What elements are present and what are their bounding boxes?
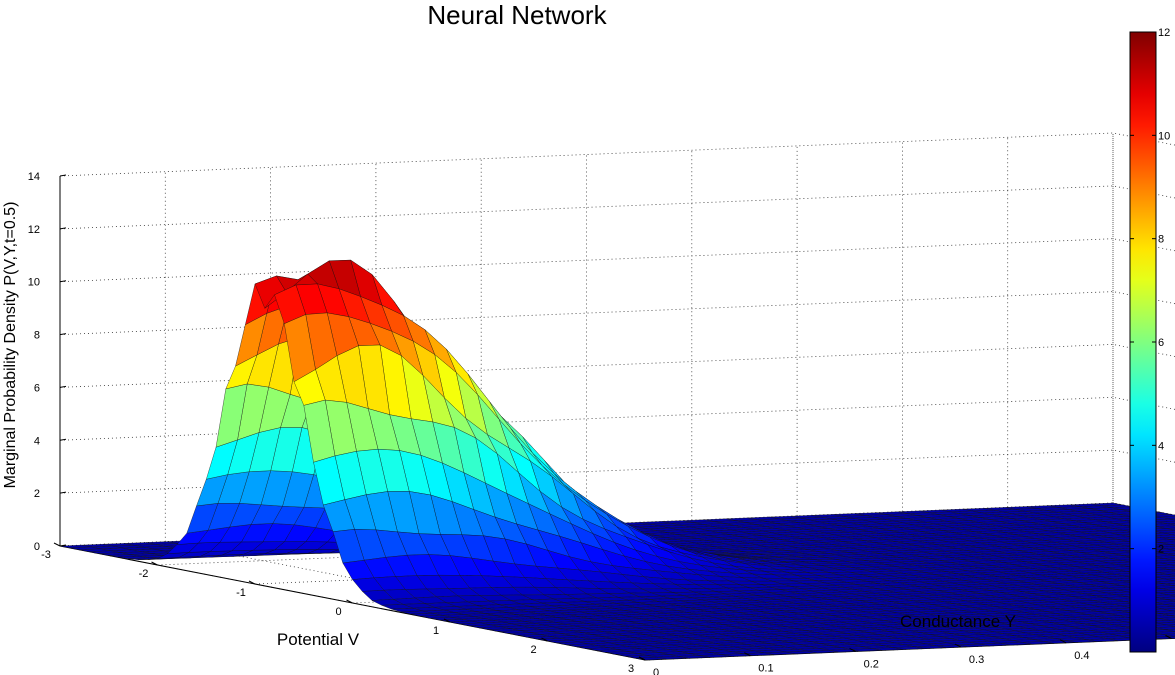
axis-ticks: -3-2-1012300.10.20.30.40.50.60.70.80.902… — [28, 171, 1172, 675]
x-tick-mark — [248, 580, 256, 585]
z-tick-mark — [59, 280, 67, 283]
colorbar-tick-label: 2 — [1158, 544, 1164, 556]
y-tick-mark — [954, 643, 962, 648]
y-tick-mark — [1165, 635, 1172, 639]
surface-plot — [59, 259, 1175, 661]
x-tick-label: -1 — [236, 587, 246, 599]
colorbar-tick-label: 12 — [1158, 27, 1170, 39]
x-tick-label: 2 — [530, 644, 536, 656]
colorbar-tick-label: 6 — [1158, 337, 1164, 349]
z-axis-label: Marginal Probability Density P(V,Y,t=0.5… — [2, 202, 19, 489]
x-tick-label: 0 — [335, 606, 341, 618]
y-tick-mark — [744, 652, 751, 657]
y-tick-label: 0.2 — [864, 658, 879, 670]
z-tick-mark — [59, 333, 67, 336]
z-tick-mark — [59, 227, 67, 230]
y-tick-label: 0 — [653, 667, 659, 675]
colorbar-tick-label: 10 — [1158, 130, 1170, 142]
z-tick-label: 10 — [28, 277, 40, 289]
x-tick-label: 3 — [628, 663, 634, 675]
z-tick-label: 2 — [34, 488, 40, 500]
x-tick-mark — [443, 618, 451, 623]
x-tick-mark — [541, 637, 548, 642]
colorbar-tick-label: 8 — [1158, 234, 1164, 246]
colorbar-ticks: 2 4 6 8 10 12 — [1130, 27, 1170, 556]
x-tick-label: 1 — [433, 625, 439, 637]
x-tick-label: -3 — [41, 549, 51, 561]
z-tick-mark — [59, 385, 67, 388]
x-tick-label: -2 — [139, 568, 149, 580]
colorbar-tick-label: 4 — [1158, 440, 1164, 452]
y-tick-mark — [1059, 639, 1067, 644]
y-tick-label: 0.4 — [1074, 650, 1089, 662]
z-tick-label: 8 — [34, 330, 40, 342]
z-tick-label: 0 — [34, 541, 40, 553]
z-tick-mark — [59, 438, 67, 441]
z-tick-mark — [59, 544, 67, 547]
x-axis-label: Potential V — [277, 630, 360, 649]
grid-line-v — [59, 133, 1114, 547]
z-tick-label: 4 — [34, 435, 40, 447]
z-tick-label: 12 — [28, 224, 40, 236]
x-tick-mark — [151, 561, 158, 566]
y-tick-label: 0.3 — [969, 654, 984, 666]
colorbar — [1129, 31, 1157, 653]
y-axis-label: Conductance Y — [900, 612, 1016, 631]
z-tick-label: 14 — [28, 171, 40, 183]
z-tick-label: 6 — [34, 382, 40, 394]
y-tick-mark — [638, 656, 646, 661]
z-tick-mark — [59, 491, 67, 494]
x-tick-mark — [346, 599, 353, 604]
chart-title: Neural Network — [427, 0, 607, 30]
x-tick-mark — [53, 542, 61, 547]
y-tick-mark — [849, 647, 856, 652]
z-tick-mark — [59, 174, 67, 177]
y-tick-label: 0.1 — [758, 663, 773, 675]
